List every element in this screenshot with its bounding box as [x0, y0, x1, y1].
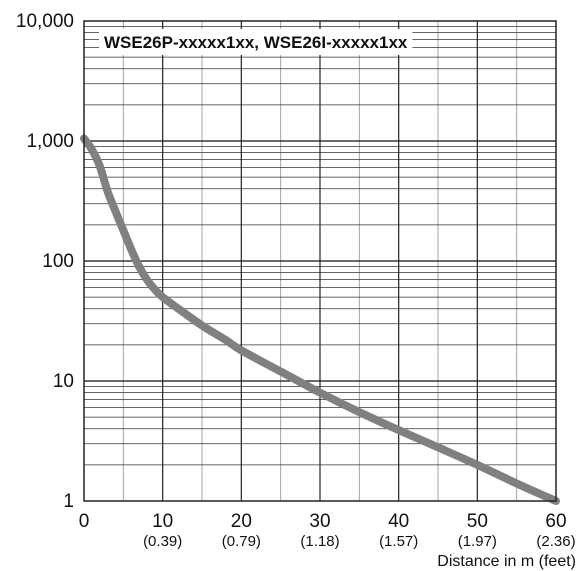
- x-tick-label: 60: [545, 511, 566, 532]
- y-tick-label: 10,000: [16, 11, 74, 32]
- plot-frame: [83, 20, 557, 502]
- chart-title: WSE26P-xxxxx1xx, WSE26I-xxxxx1xx: [104, 33, 408, 52]
- x-tick-label: 10: [152, 511, 173, 532]
- y-tick-labels: 1 10 100 1,000 10,000: [16, 11, 74, 512]
- y-tick-label: 100: [42, 251, 74, 272]
- chart-title-background: [99, 29, 413, 55]
- x-tick-label: 40: [388, 511, 409, 532]
- x-tick-labels: 0 10(0.39) 20(0.79) 30(1.18) 40(1.57) 50(1.97…: [79, 511, 576, 550]
- x-tick-sublabel: (2.36): [536, 533, 575, 550]
- x-tick-label: 20: [231, 511, 252, 532]
- x-tick-label: 0: [79, 511, 90, 532]
- x-axis-title: Distance in m (feet): [437, 553, 576, 570]
- y-tick-label: 1: [63, 491, 74, 512]
- x-tick-sublabel: (1.18): [300, 533, 339, 550]
- x-tick-sublabel: (0.79): [222, 533, 261, 550]
- y-tick-label: 10: [53, 371, 74, 392]
- x-tick-sublabel: (0.39): [143, 533, 182, 550]
- x-tick-sublabel: (1.97): [458, 533, 497, 550]
- x-tick-label: 30: [309, 511, 330, 532]
- x-tick-sublabel: (1.57): [379, 533, 418, 550]
- chart-title-box: WSE26P-xxxxx1xx, WSE26I-xxxxx1xx: [99, 29, 413, 55]
- series-line: [80, 134, 560, 505]
- series-layer: [80, 134, 560, 505]
- grid-major: [84, 21, 556, 501]
- y-tick-label: 1,000: [26, 131, 74, 152]
- x-tick-label: 50: [467, 511, 488, 532]
